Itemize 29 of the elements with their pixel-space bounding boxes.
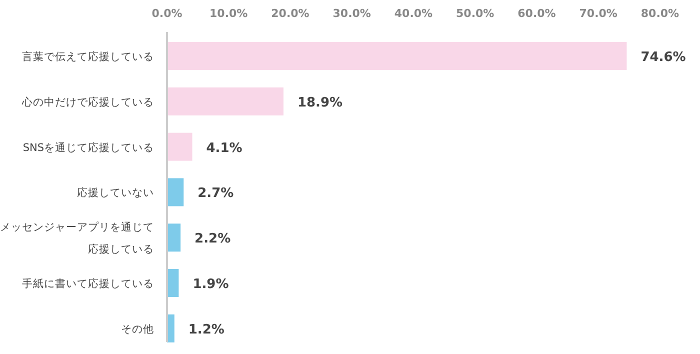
bar: [167, 224, 181, 252]
y-tick-label: 応援していない: [77, 186, 154, 200]
bar: [167, 87, 284, 116]
y-tick-label: メッセンジャーアプリを通じて応援している: [0, 220, 154, 256]
bar: [167, 132, 192, 161]
data-label: 1.2%: [188, 322, 224, 338]
bar: [167, 42, 627, 70]
data-label: 74.6%: [640, 50, 686, 65]
x-tick-label: 10.0%: [210, 7, 248, 20]
bar: [167, 178, 184, 206]
bar: [167, 269, 179, 297]
x-tick-label: 70.0%: [579, 7, 618, 20]
data-label: 2.7%: [198, 186, 234, 202]
x-tick-label: 50.0%: [456, 7, 494, 20]
x-tick-label: 80.0%: [640, 7, 680, 20]
y-tick-label: SNSを通じて応援している: [22, 140, 154, 154]
data-label: 1.9%: [192, 277, 229, 292]
x-tick-label: 0.0%: [152, 7, 182, 20]
data-label: 2.2%: [194, 232, 231, 247]
y-tick-label: 言葉で伝えて応援している: [22, 50, 154, 63]
x-tick-label: 60.0%: [518, 7, 556, 20]
x-tick-label: 20.0%: [271, 7, 310, 20]
x-tick-label: 30.0%: [332, 7, 371, 20]
data-label: 18.9%: [297, 95, 343, 110]
x-tick-label: 40.0%: [394, 7, 433, 20]
y-tick-label: その他: [121, 323, 154, 336]
y-tick-label: 手紙に書いて応援している: [22, 277, 154, 290]
y-tick-label: 心の中だけで応援している: [21, 95, 154, 108]
data-label: 4.1%: [206, 140, 242, 156]
